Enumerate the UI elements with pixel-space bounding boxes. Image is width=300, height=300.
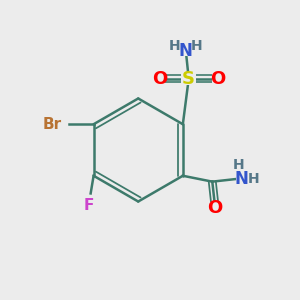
FancyBboxPatch shape <box>167 40 178 50</box>
FancyBboxPatch shape <box>42 118 63 130</box>
Text: F: F <box>84 198 94 213</box>
FancyBboxPatch shape <box>83 199 95 211</box>
FancyBboxPatch shape <box>212 73 224 85</box>
Text: N: N <box>179 42 193 60</box>
FancyBboxPatch shape <box>180 46 192 56</box>
FancyBboxPatch shape <box>153 73 165 85</box>
Text: O: O <box>211 70 226 88</box>
FancyBboxPatch shape <box>182 72 196 85</box>
Text: N: N <box>235 170 249 188</box>
FancyBboxPatch shape <box>234 159 244 169</box>
Text: H: H <box>233 158 244 172</box>
Text: H: H <box>169 39 180 53</box>
FancyBboxPatch shape <box>236 173 248 184</box>
FancyBboxPatch shape <box>249 174 259 184</box>
FancyBboxPatch shape <box>209 202 221 214</box>
Text: Br: Br <box>43 117 62 132</box>
Text: O: O <box>152 70 167 88</box>
Text: H: H <box>248 172 259 186</box>
FancyBboxPatch shape <box>192 40 203 50</box>
Text: H: H <box>191 39 203 53</box>
Text: S: S <box>182 70 195 88</box>
Text: O: O <box>208 199 223 217</box>
